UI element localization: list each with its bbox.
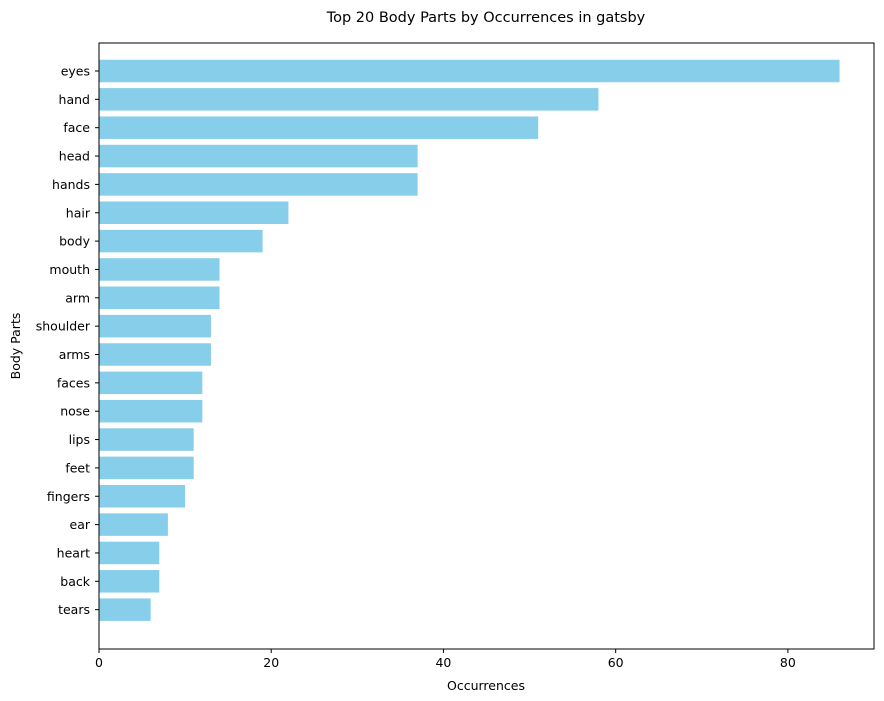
plot-frame [98,42,875,650]
bar-hands [99,173,418,196]
bar-body [99,229,263,253]
y-tick-label-head: head [59,149,90,164]
y-tick-label-face: face [63,120,90,135]
y-tick-label-nose: nose [60,404,90,419]
bar-lips [99,428,194,451]
bar-hair [99,201,289,224]
bar-mouth [99,258,220,281]
bar-feet [99,456,194,480]
y-axis-label: Body Parts [8,313,23,380]
bars-group [99,59,840,621]
x-tick-label-60: 60 [608,655,624,670]
y-tick-label-shoulder: shoulder [36,319,91,334]
bar-back [99,570,160,593]
y-tick-label-heart: heart [57,545,90,560]
bar-arms [99,343,211,366]
y-tick-label-arm: arm [65,290,90,305]
bar-nose [99,399,203,423]
y-tick-label-ear: ear [70,517,91,532]
bar-ear [99,513,168,536]
y-tick-label-hand: hand [59,92,90,107]
bar-fingers [99,485,186,508]
x-tick-label-20: 20 [263,655,279,670]
bar-eyes [99,59,840,83]
x-axis-label: Occurrences [447,678,525,693]
x-tick-label-0: 0 [95,655,103,670]
bar-head [99,144,418,168]
chart-title: Top 20 Body Parts by Occurrences in gats… [326,10,646,26]
y-tick-label-lips: lips [69,432,90,447]
y-tick-label-feet: feet [65,460,90,475]
x-axis-ticks: 0 20 40 60 80 [95,649,796,670]
bar-hand [99,88,599,111]
y-tick-label-body: body [59,234,91,249]
bar-face [99,116,539,139]
x-tick-label-40: 40 [435,655,451,670]
bar-heart [99,541,160,565]
y-axis-ticks: eyes hand face head hands hair body mouth arm sho… [36,64,99,617]
y-tick-label-mouth: mouth [49,262,90,277]
bar-shoulder [99,314,211,338]
y-tick-label-back: back [60,574,90,589]
y-tick-label-tears: tears [58,602,90,617]
y-tick-label-faces: faces [57,375,90,390]
bar-arm [99,286,220,310]
y-tick-label-eyes: eyes [61,64,90,79]
y-tick-label-fingers: fingers [47,489,90,504]
y-tick-label-hands: hands [52,177,90,192]
x-tick-label-80: 80 [780,655,796,670]
bar-faces [99,371,203,395]
bar-tears [99,598,151,621]
y-tick-label-arms: arms [59,347,90,362]
y-tick-label-hair: hair [66,205,91,220]
